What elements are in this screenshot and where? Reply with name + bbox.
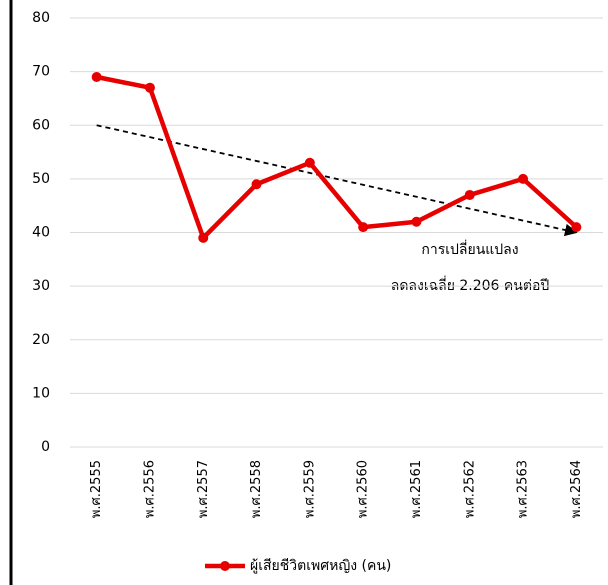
y-tick-label: 70	[32, 64, 50, 80]
legend-label: ผู้เสียชีวิตเพศหญิง (คน)	[250, 558, 391, 574]
x-tick-label: พ.ศ.2564	[569, 460, 584, 518]
x-tick-label: พ.ศ.2558	[249, 460, 264, 518]
y-tick-label: 40	[32, 225, 50, 241]
data-point	[91, 71, 102, 82]
y-tick-label: 10	[32, 385, 50, 401]
x-tick-label: พ.ศ.2556	[142, 460, 157, 518]
data-point	[411, 216, 422, 227]
data-point	[198, 232, 209, 243]
data-point	[144, 82, 155, 93]
data-point	[251, 179, 262, 190]
x-tick-label: พ.ศ.2555	[89, 460, 104, 518]
y-tick-label: 0	[41, 439, 50, 455]
data-line	[96, 74, 578, 241]
trend-line	[96, 124, 578, 237]
x-tick-label: พ.ศ.2561	[409, 460, 424, 518]
x-tick-label: พ.ศ.2557	[196, 460, 211, 518]
data-point	[518, 173, 529, 184]
annotation: การเปลี่ยนแปลง	[421, 240, 518, 258]
x-tick-label: พ.ศ.2560	[356, 460, 371, 518]
y-tick-label: 30	[32, 278, 50, 294]
y-tick-label: 20	[32, 332, 50, 348]
data-point	[358, 222, 369, 233]
data-point	[464, 189, 475, 200]
data-point	[571, 222, 582, 233]
y-tick-label: 60	[32, 117, 50, 133]
legend-marker	[220, 561, 230, 571]
annotation: ลดลงเฉลี่ย 2.206 คนต่อปี	[391, 276, 550, 294]
y-tick-label: 80	[32, 10, 50, 26]
y-tick-label: 50	[32, 171, 50, 187]
x-tick-label: พ.ศ.2563	[516, 460, 531, 518]
x-tick-label: พ.ศ.2559	[302, 460, 317, 518]
x-tick-label: พ.ศ.2562	[462, 460, 477, 518]
data-point	[304, 157, 315, 168]
